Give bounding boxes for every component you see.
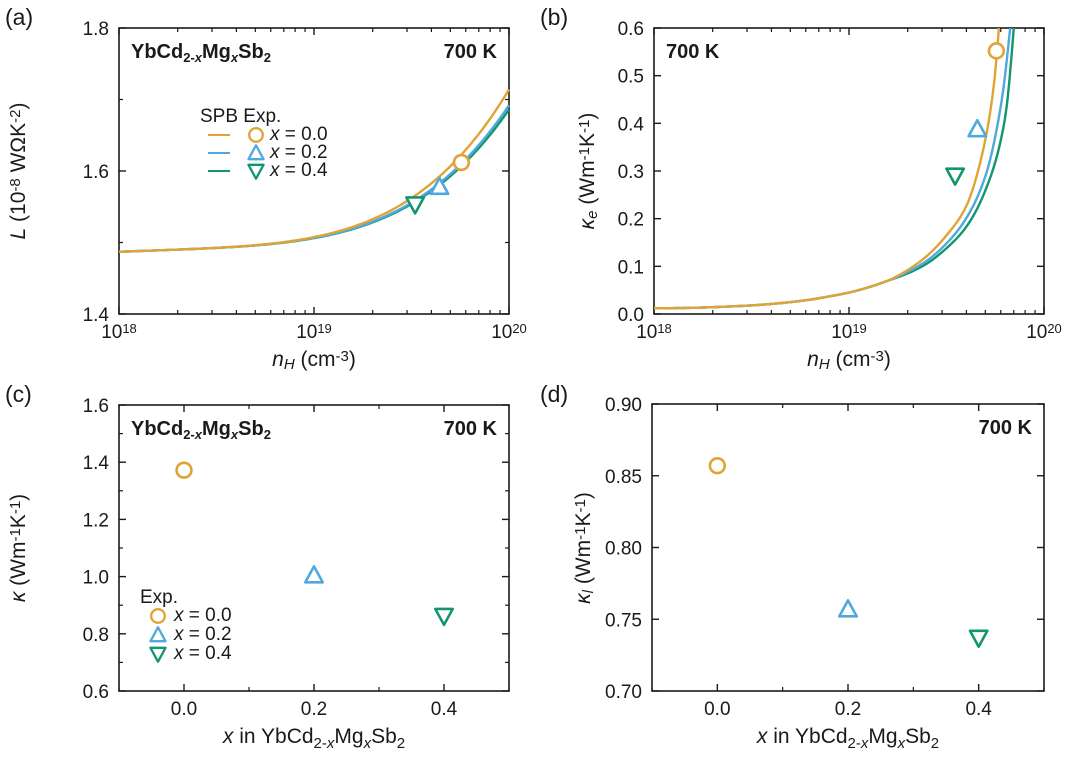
svg-text:0.6: 0.6 [83,682,109,703]
svg-text:κe (Wm-1K-1): κe (Wm-1K-1) [576,113,601,230]
svg-text:0.90: 0.90 [605,395,642,416]
svg-text:700 K: 700 K [979,417,1033,439]
svg-text:1019: 1019 [831,321,867,343]
svg-text:nH (cm-3): nH (cm-3) [272,348,356,373]
svg-text:0.4: 0.4 [618,114,645,135]
svg-text:0.8: 0.8 [83,625,109,646]
svg-text:0.80: 0.80 [605,539,642,560]
svg-text:YbCd2-xMgxSb2: YbCd2-xMgxSb2 [131,418,271,442]
svg-text:0.0: 0.0 [171,699,197,720]
svg-text:1018: 1018 [101,321,137,343]
svg-text:x in YbCd2-xMgxSb2: x in YbCd2-xMgxSb2 [222,725,405,752]
svg-text:1.6: 1.6 [83,396,109,417]
svg-text:0.4: 0.4 [965,699,992,720]
svg-text:1018: 1018 [636,321,672,343]
svg-text:1019: 1019 [296,321,332,343]
svg-text:0.85: 0.85 [605,467,642,488]
svg-text:0.1: 0.1 [618,257,644,278]
svg-text:1.8: 1.8 [83,19,109,40]
svg-text:0.75: 0.75 [605,610,642,631]
svg-text:0.2: 0.2 [301,699,327,720]
svg-text:x in YbCd2-xMgxSb2: x in YbCd2-xMgxSb2 [756,725,939,752]
svg-text:1020: 1020 [1026,321,1062,343]
svg-text:x = 0.4: x = 0.4 [269,160,328,181]
svg-text:Exp.: Exp. [140,587,178,608]
svg-text:0.5: 0.5 [618,67,644,88]
svg-text:x = 0.0: x = 0.0 [173,605,232,626]
svg-text:nH (cm-3): nH (cm-3) [807,348,891,373]
svg-text:κl (Wm-1K-1): κl (Wm-1K-1) [572,492,597,604]
svg-text:0.6: 0.6 [618,19,644,40]
svg-text:0.2: 0.2 [618,210,644,231]
svg-text:1.4: 1.4 [83,453,110,474]
svg-text:700 K: 700 K [666,41,720,63]
svg-text:700 K: 700 K [444,41,498,63]
svg-text:1.2: 1.2 [83,510,109,531]
svg-text:700 K: 700 K [444,418,498,440]
svg-text:0.0: 0.0 [704,699,730,720]
svg-text:0.3: 0.3 [618,162,644,183]
svg-text:κ (Wm-1K-1): κ (Wm-1K-1) [7,494,30,602]
svg-text:x = 0.4: x = 0.4 [173,643,232,664]
svg-text:1.6: 1.6 [83,162,109,183]
svg-text:0.70: 0.70 [605,682,642,703]
svg-text:x = 0.2: x = 0.2 [173,624,232,645]
svg-text:0.4: 0.4 [431,699,458,720]
svg-text:1.0: 1.0 [83,568,109,589]
svg-text:YbCd2-xMgxSb2: YbCd2-xMgxSb2 [131,41,271,65]
svg-text:L (10-8 WΩK-2): L (10-8 WΩK-2) [7,103,30,240]
svg-text:1020: 1020 [491,321,527,343]
svg-text:0.2: 0.2 [835,699,861,720]
